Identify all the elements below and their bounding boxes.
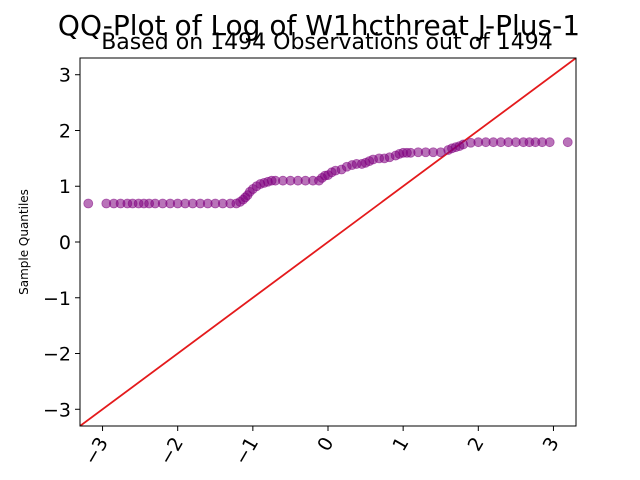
x-tick-label: −1 bbox=[230, 434, 263, 469]
x-tick-label: 0 bbox=[313, 434, 338, 455]
y-tick-label: 1 bbox=[59, 176, 71, 198]
x-tick-label: −3 bbox=[80, 434, 113, 469]
plot-area bbox=[79, 57, 577, 427]
y-tick-label: 0 bbox=[59, 232, 71, 254]
x-tick-label: 3 bbox=[539, 434, 564, 455]
chart-title: QQ-Plot of Log of W1hcthreat J-Plus-1 bbox=[58, 9, 580, 42]
x-axis: −3 −2 −1 0 1 2 3 bbox=[80, 426, 564, 469]
y-tick-label: −2 bbox=[43, 344, 71, 366]
y-axis: −3 −2 −1 0 1 2 3 bbox=[43, 65, 80, 421]
y-tick-label: 3 bbox=[59, 65, 71, 87]
y-tick-label: 2 bbox=[59, 120, 71, 142]
y-tick-label: −3 bbox=[43, 399, 71, 421]
reference-line bbox=[80, 58, 576, 426]
y-axis-label: Sample Quantiles bbox=[17, 189, 31, 295]
x-tick-label: 1 bbox=[388, 434, 413, 455]
chart-subtitle: Based on 1494 Observations out of 1494 bbox=[101, 30, 553, 55]
x-tick-label: −2 bbox=[155, 434, 188, 469]
data-point bbox=[562, 137, 573, 148]
data-point bbox=[544, 137, 555, 148]
y-tick-label: −1 bbox=[43, 288, 71, 310]
data-point bbox=[83, 198, 94, 209]
x-tick-label: 2 bbox=[464, 434, 489, 455]
